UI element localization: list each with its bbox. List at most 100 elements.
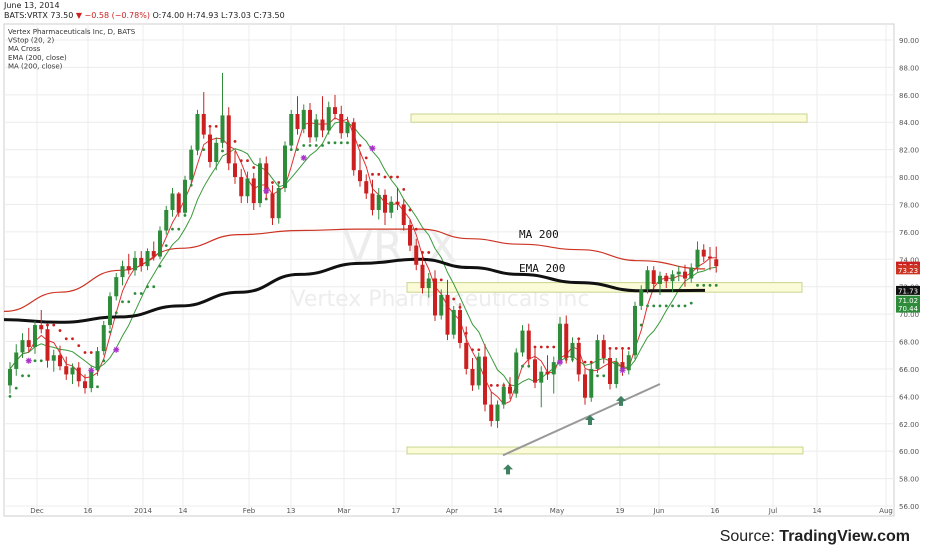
vstop-dot: [677, 304, 681, 308]
candle-body: [614, 362, 619, 385]
candle-body: [14, 352, 19, 369]
candle: [158, 226, 162, 260]
candle: [39, 310, 44, 334]
candle-body: [139, 257, 144, 267]
candle-body: [64, 366, 69, 375]
candle: [395, 188, 400, 210]
candle: [101, 320, 106, 356]
candle: [439, 289, 444, 320]
price-tag: [896, 303, 920, 313]
vstop-dot: [377, 172, 381, 176]
vstop-dot: [714, 283, 718, 287]
vstop-dot: [439, 278, 443, 282]
candle: [433, 270, 437, 321]
candle-body: [464, 342, 469, 369]
candle-body: [658, 275, 662, 284]
candle: [408, 219, 412, 252]
vstop-dot: [296, 148, 299, 152]
candle: [64, 356, 69, 380]
legend-item: MA Cross: [8, 45, 41, 53]
x-tick-label: Aug: [879, 507, 893, 515]
candle: [414, 238, 419, 271]
candle-body: [164, 209, 169, 231]
candle: [301, 104, 306, 134]
candle-body: [570, 342, 575, 358]
header-change: ▼ −0.58 (−0.78%): [75, 11, 150, 20]
candle: [51, 349, 56, 372]
candle-body: [608, 357, 612, 385]
candle: [376, 188, 381, 220]
candle: [626, 351, 631, 375]
price-zone: [406, 282, 803, 293]
candle-body: [389, 201, 394, 213]
y-tick-label: 68.00: [899, 339, 919, 347]
vstop-dot: [689, 301, 693, 305]
vstop-dot: [639, 323, 643, 327]
candle: [320, 96, 325, 138]
x-tick-label: Jul: [768, 507, 778, 515]
candle-body: [551, 362, 556, 375]
candle: [33, 320, 37, 354]
price-tag-label: 70.44: [898, 305, 919, 313]
indicator-legend: Vertex Pharmaceuticals Inc, D, BATSVStop…: [8, 28, 136, 70]
candle: [576, 338, 581, 382]
candle: [445, 279, 450, 341]
vstop-dot: [127, 300, 131, 304]
candle-body: [83, 381, 87, 389]
candle-body: [514, 352, 519, 394]
vstop-dot: [189, 183, 193, 187]
candle: [458, 303, 462, 349]
candle-body: [626, 355, 631, 371]
vstop-dot: [177, 227, 181, 231]
up-arrow-icon: [616, 395, 626, 406]
x-tick-label: Apr: [446, 507, 458, 515]
vstop-dot: [614, 346, 618, 350]
candle-body: [633, 305, 637, 356]
vstop-dot: [71, 337, 74, 341]
candle: [608, 348, 612, 390]
candle: [495, 400, 500, 428]
candle-body: [508, 386, 512, 394]
candle-body: [395, 201, 400, 205]
candle: [214, 137, 219, 171]
vstop-dot: [271, 181, 274, 184]
y-tick-label: 78.00: [899, 201, 919, 209]
candle-body: [208, 134, 212, 162]
candle: [76, 362, 81, 387]
y-tick-label: 56.00: [899, 503, 919, 511]
header-ohlc: O:74.00 H:74.93 L:73.03 C:73.50: [152, 11, 285, 20]
vstop-dot: [646, 304, 649, 308]
candle: [383, 189, 387, 226]
candle: [164, 205, 169, 235]
candle: [114, 273, 119, 301]
candle: [308, 103, 312, 143]
x-tick-label: 17: [392, 507, 401, 515]
candle-body: [58, 355, 62, 367]
candle: [258, 157, 262, 208]
candle-body: [189, 149, 194, 180]
legend-item: VStop (20, 2): [8, 37, 54, 45]
y-tick-label: 60.00: [899, 448, 919, 456]
vstop-dot: [427, 251, 431, 254]
candle-body: [433, 278, 437, 316]
candle-body: [176, 193, 181, 213]
candle: [533, 348, 537, 389]
up-arrow-icon: [585, 415, 595, 426]
vstop-dot: [364, 156, 368, 160]
source-credit: Source: TradingView.com: [720, 528, 910, 546]
candle: [595, 334, 600, 374]
candle-body: [33, 325, 37, 348]
candle-body: [26, 340, 31, 348]
candle-body: [51, 355, 56, 361]
y-tick-label: 88.00: [899, 64, 919, 72]
price-tag: [896, 265, 920, 275]
candle-body: [201, 114, 206, 135]
x-tick-label: Feb: [243, 507, 256, 515]
candle-body: [689, 267, 694, 279]
candle: [520, 325, 525, 357]
candle-body: [664, 275, 669, 282]
y-tick-label: 90.00: [899, 37, 919, 45]
candle: [683, 264, 687, 287]
vstop-dot: [302, 144, 306, 147]
candle-body: [495, 404, 500, 422]
